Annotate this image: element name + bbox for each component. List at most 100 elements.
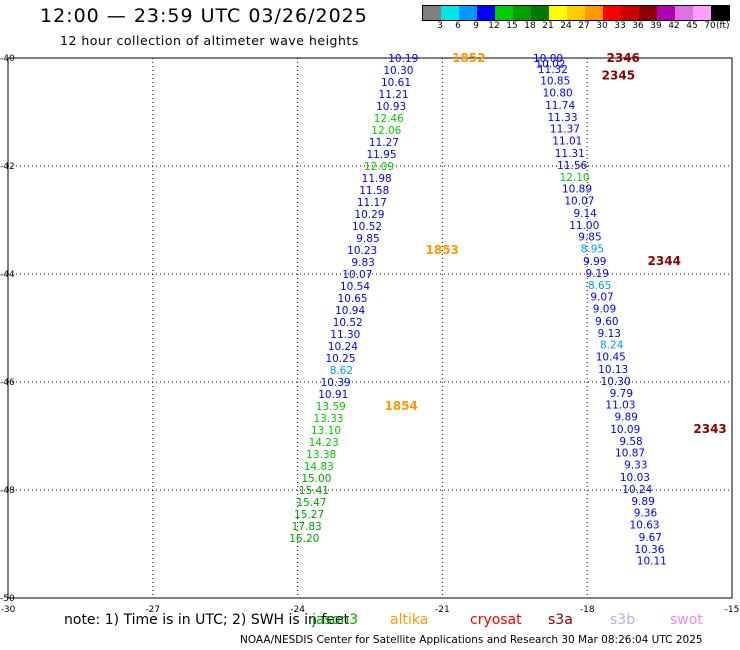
time-label: 1853: [426, 243, 459, 257]
x-tick-label: -18: [580, 605, 595, 615]
swh-point: 10.29: [354, 209, 384, 221]
swh-point: 9.89: [614, 412, 637, 424]
legend-swatch: [693, 6, 711, 20]
legend-value: 70: [704, 21, 716, 31]
chart-subtitle: 12 hour collection of altimeter wave hei…: [60, 33, 359, 48]
swh-point: 10.85: [540, 76, 570, 88]
swh-point: 9.07: [590, 292, 613, 304]
swh-point: 11.56: [557, 160, 587, 172]
swh-point: 14.23: [309, 437, 339, 449]
swh-point: 10.54: [340, 281, 370, 293]
legend-value: 18: [524, 21, 536, 31]
legend-value: 39: [650, 21, 662, 31]
legend-swatch: [549, 6, 567, 20]
y-tick-label: -40: [0, 54, 15, 64]
legend-value: 21: [542, 21, 554, 31]
swh-point: 13.33: [313, 413, 343, 425]
color-scale-unit: (ft): [716, 21, 730, 31]
mission-label-swot: swot: [670, 612, 703, 628]
swh-point: 11.95: [366, 149, 396, 161]
time-label: 1852: [452, 51, 485, 65]
y-tick-label: -48: [0, 486, 15, 496]
x-tick-label: -24: [290, 605, 305, 615]
swh-point: 10.02: [535, 58, 565, 70]
time-label: 2346: [607, 51, 640, 65]
swh-point: 13.59: [316, 401, 346, 413]
swh-point: 11.01: [552, 136, 582, 148]
swh-point: 9.19: [586, 268, 609, 280]
legend-swatch: [567, 6, 585, 20]
mission-label-s3a: s3a: [548, 612, 573, 628]
legend-swatch: [639, 6, 657, 20]
legend-swatch: [621, 6, 639, 20]
swh-point: 10.63: [630, 520, 660, 532]
chart-title: 12:00 — 23:59 UTC 03/26/2025: [40, 5, 368, 27]
color-scale-labels: 3 6 9 12 15 18 21 24 27 30 33 36 39 42 45 70: [431, 21, 719, 31]
swh-point: 10.91: [318, 389, 348, 401]
legend-swatch: [531, 6, 549, 20]
swh-point: 9.33: [624, 460, 647, 472]
swh-point: 16.20: [289, 533, 319, 545]
swh-point: 11.03: [605, 400, 635, 412]
swh-point: 10.24: [622, 484, 652, 496]
mission-label-altika: altika: [390, 612, 429, 628]
color-scale-legend: [422, 5, 730, 21]
swh-point: 12.06: [371, 125, 401, 137]
swh-point: 10.39: [321, 377, 351, 389]
legend-value: 24: [560, 21, 572, 31]
legend-swatch: [675, 6, 693, 20]
swh-point: 17.83: [292, 521, 322, 533]
mission-label-s3b: s3b: [610, 612, 636, 628]
swh-point: 11.58: [359, 185, 389, 197]
swh-point: 8.24: [600, 340, 624, 352]
x-tick-label: -15: [725, 605, 740, 615]
swh-point: 10.65: [338, 293, 368, 305]
swh-point: 13.38: [306, 449, 336, 461]
swh-point: 11.00: [569, 220, 599, 232]
swh-point: 11.17: [357, 197, 387, 209]
swh-point: 10.30: [601, 376, 631, 388]
legend-swatch: [441, 6, 459, 20]
swh-point: 12.46: [374, 113, 404, 125]
y-tick-label: -42: [0, 162, 15, 172]
swh-point: 8.65: [588, 280, 611, 292]
legend-swatch: [423, 6, 441, 20]
legend-value: 6: [455, 21, 461, 31]
y-tick-label: -50: [0, 594, 15, 604]
y-tick-label: -44: [0, 270, 15, 280]
swh-point: 9.36: [634, 508, 658, 520]
swh-point: 9.99: [583, 256, 606, 268]
swh-point: 10.03: [620, 472, 650, 484]
swh-point: 9.67: [639, 532, 662, 544]
swh-point: 10.00: [533, 53, 563, 65]
swh-point: 9.85: [578, 232, 601, 244]
swh-point: 15.00: [301, 473, 331, 485]
legend-value: 12: [488, 21, 500, 31]
x-tick-label: -27: [145, 605, 160, 615]
legend-value: 33: [614, 21, 626, 31]
swh-point: 14.83: [304, 461, 334, 473]
swh-point: 9.60: [595, 316, 618, 328]
mission-label-cryosat: cryosat: [470, 612, 522, 628]
x-tick-label: -21: [435, 605, 450, 615]
legend-value: 15: [506, 21, 518, 31]
swh-point: 10.80: [543, 88, 573, 100]
swh-point: 9.14: [573, 208, 597, 220]
legend-swatch: [657, 6, 675, 20]
swh-point: 10.19: [388, 53, 418, 65]
swh-point: 10.93: [376, 101, 406, 113]
legend-swatch: [477, 6, 495, 20]
legend-swatch: [711, 6, 729, 20]
footer-note: note: 1) Time is in UTC; 2) SWH is in fe…: [64, 612, 350, 628]
swh-point: 11.37: [550, 124, 580, 136]
swh-point: 15.41: [299, 485, 329, 497]
legend-swatch: [585, 6, 603, 20]
swh-point: 9.89: [631, 496, 654, 508]
legend-value: 27: [578, 21, 590, 31]
legend-value: 36: [632, 21, 644, 31]
time-label: 2345: [602, 68, 635, 82]
swh-point: 10.61: [381, 77, 411, 89]
swh-point: 12.10: [560, 172, 590, 184]
legend-value: 45: [686, 21, 698, 31]
